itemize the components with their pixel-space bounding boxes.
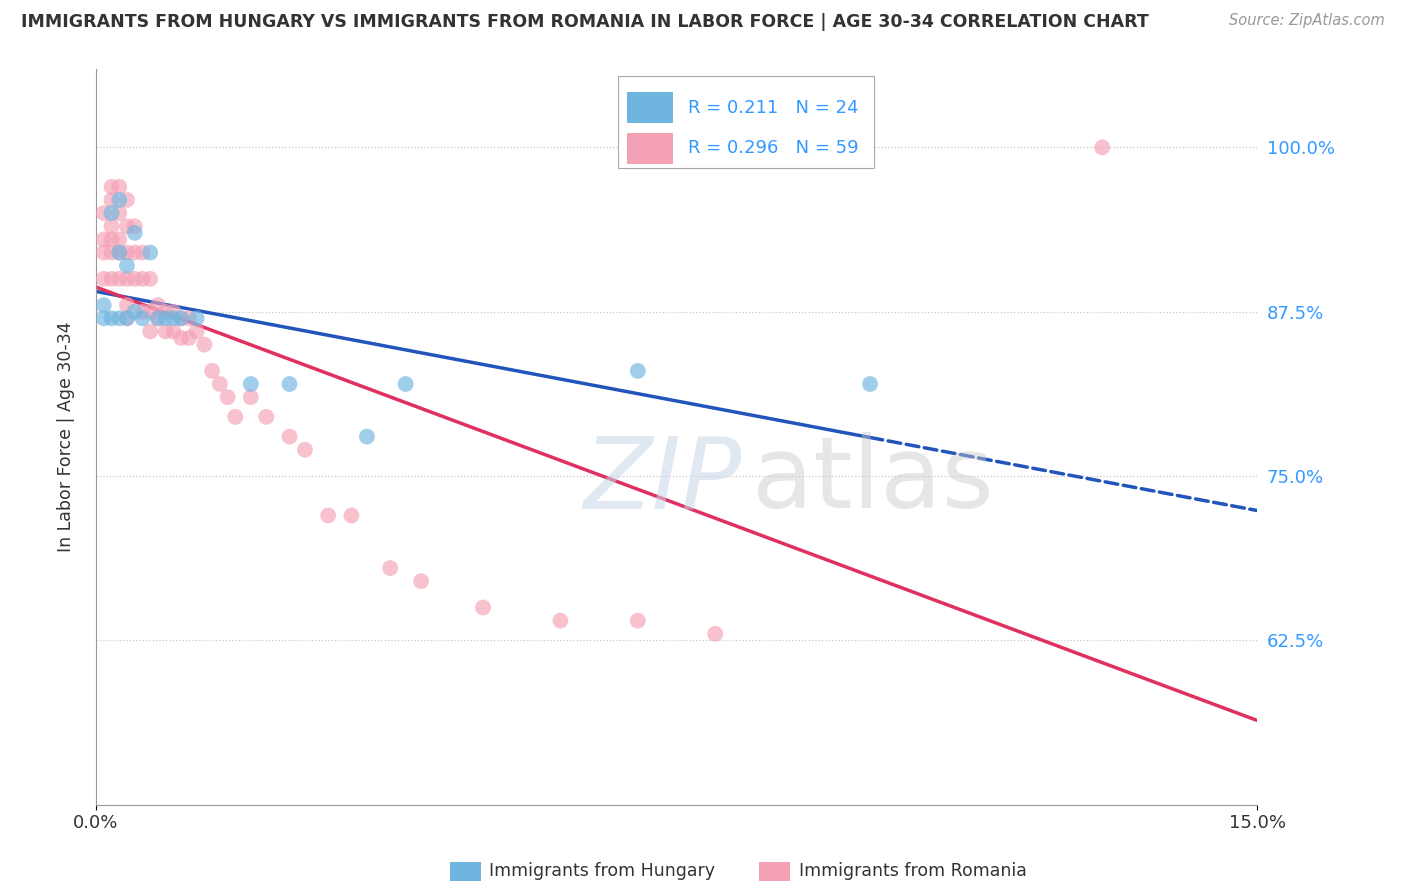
Point — [108, 311, 131, 326]
Point — [627, 364, 650, 378]
Point — [100, 206, 122, 220]
Point — [394, 377, 416, 392]
Point — [115, 259, 138, 273]
Point — [316, 508, 339, 523]
Point — [155, 325, 177, 339]
Point — [186, 311, 208, 326]
Point — [131, 245, 153, 260]
Point — [124, 304, 146, 318]
Point — [115, 311, 138, 326]
Point — [254, 409, 277, 424]
Y-axis label: In Labor Force | Age 30-34: In Labor Force | Age 30-34 — [58, 321, 75, 552]
Point — [217, 390, 239, 404]
Point — [139, 325, 162, 339]
FancyBboxPatch shape — [627, 133, 673, 164]
Point — [108, 245, 131, 260]
Point — [93, 311, 115, 326]
Point — [139, 304, 162, 318]
Point — [146, 298, 169, 312]
Point — [115, 298, 138, 312]
Point — [550, 614, 572, 628]
Text: R = 0.211   N = 24: R = 0.211 N = 24 — [688, 99, 859, 117]
Text: ZIP: ZIP — [583, 433, 742, 529]
Point — [170, 331, 193, 345]
Point — [131, 272, 153, 286]
Text: Immigrants from Romania: Immigrants from Romania — [799, 863, 1026, 880]
Point — [472, 600, 495, 615]
Point — [170, 311, 193, 326]
Point — [93, 206, 115, 220]
Point — [139, 245, 162, 260]
FancyBboxPatch shape — [627, 93, 673, 123]
Point — [93, 245, 115, 260]
Point — [177, 331, 200, 345]
Point — [124, 245, 146, 260]
Text: Source: ZipAtlas.com: Source: ZipAtlas.com — [1229, 13, 1385, 29]
Point — [1091, 140, 1114, 154]
Point — [100, 311, 122, 326]
Point — [155, 311, 177, 326]
Point — [201, 364, 224, 378]
Point — [108, 179, 131, 194]
Point — [100, 179, 122, 194]
Point — [115, 219, 138, 234]
Point — [124, 219, 146, 234]
Point — [131, 304, 153, 318]
Text: IMMIGRANTS FROM HUNGARY VS IMMIGRANTS FROM ROMANIA IN LABOR FORCE | AGE 30-34 CO: IMMIGRANTS FROM HUNGARY VS IMMIGRANTS FR… — [21, 13, 1149, 31]
Point — [162, 325, 184, 339]
Point — [139, 272, 162, 286]
Point — [108, 193, 131, 207]
Point — [100, 219, 122, 234]
Point — [131, 311, 153, 326]
Point — [100, 245, 122, 260]
Text: Immigrants from Hungary: Immigrants from Hungary — [489, 863, 716, 880]
Point — [162, 304, 184, 318]
Point — [100, 193, 122, 207]
Point — [93, 298, 115, 312]
Point — [239, 377, 262, 392]
Point — [859, 377, 882, 392]
Point — [115, 193, 138, 207]
Point — [278, 429, 301, 443]
Point — [704, 627, 727, 641]
Text: R = 0.296   N = 59: R = 0.296 N = 59 — [688, 139, 859, 157]
FancyBboxPatch shape — [619, 76, 875, 168]
Point — [108, 232, 131, 246]
Point — [177, 311, 200, 326]
Text: atlas: atlas — [752, 433, 994, 529]
Point — [224, 409, 246, 424]
Point — [108, 272, 131, 286]
Point — [108, 206, 131, 220]
Point — [108, 245, 131, 260]
Point — [115, 272, 138, 286]
Point — [155, 304, 177, 318]
Point — [340, 508, 363, 523]
Point — [294, 442, 316, 457]
Point — [146, 311, 169, 326]
Point — [186, 325, 208, 339]
Point — [170, 311, 193, 326]
Point — [124, 226, 146, 240]
Point — [356, 429, 378, 443]
Point — [146, 311, 169, 326]
Point — [193, 337, 215, 351]
Point — [124, 272, 146, 286]
Point — [378, 561, 401, 575]
Point — [627, 614, 650, 628]
Point — [239, 390, 262, 404]
Point — [115, 245, 138, 260]
Point — [115, 311, 138, 326]
Point — [278, 377, 301, 392]
Point — [162, 311, 184, 326]
Point — [411, 574, 433, 589]
Point — [100, 272, 122, 286]
Point — [208, 377, 231, 392]
Point — [93, 272, 115, 286]
Point — [93, 232, 115, 246]
Point — [100, 232, 122, 246]
